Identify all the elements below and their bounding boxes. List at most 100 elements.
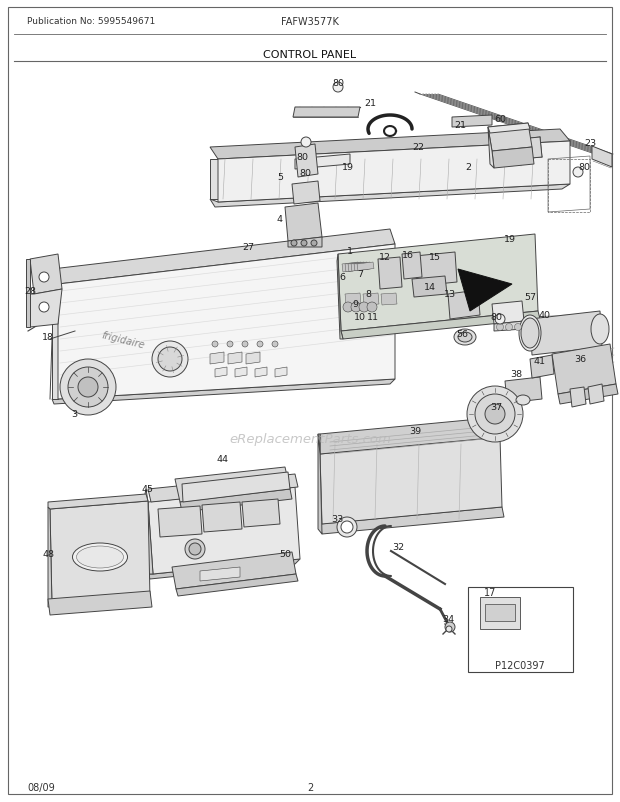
Text: 56: 56 [456, 330, 468, 339]
Polygon shape [210, 184, 570, 208]
Polygon shape [348, 263, 365, 272]
Text: 80: 80 [299, 168, 311, 177]
Circle shape [445, 622, 455, 632]
Circle shape [152, 342, 188, 378]
Text: 36: 36 [574, 355, 586, 364]
Polygon shape [320, 508, 504, 534]
Bar [548, 160, 590, 213]
Text: 16: 16 [402, 251, 414, 260]
Text: 37: 37 [490, 403, 502, 412]
Text: 80: 80 [332, 79, 344, 87]
Polygon shape [458, 269, 512, 312]
Polygon shape [488, 124, 532, 152]
Polygon shape [175, 468, 290, 502]
Circle shape [39, 273, 49, 282]
Text: 13: 13 [444, 290, 456, 299]
Polygon shape [402, 253, 422, 280]
Polygon shape [341, 312, 540, 339]
Text: 9: 9 [352, 300, 358, 309]
Text: 80: 80 [578, 164, 590, 172]
Polygon shape [530, 312, 602, 355]
Circle shape [60, 359, 116, 415]
Polygon shape [363, 294, 379, 306]
Text: 8: 8 [365, 290, 371, 299]
Polygon shape [26, 260, 30, 327]
Polygon shape [52, 285, 58, 399]
Text: 11: 11 [367, 313, 379, 322]
Polygon shape [148, 559, 300, 579]
Polygon shape [148, 475, 298, 502]
Polygon shape [48, 591, 152, 615]
Polygon shape [415, 253, 457, 286]
Polygon shape [210, 130, 570, 160]
Circle shape [68, 367, 108, 407]
Polygon shape [378, 257, 402, 290]
Text: 23: 23 [584, 138, 596, 148]
Circle shape [524, 146, 532, 154]
Polygon shape [172, 553, 296, 589]
Text: 80: 80 [296, 153, 308, 162]
Circle shape [446, 626, 452, 632]
Circle shape [367, 302, 377, 313]
Polygon shape [492, 148, 534, 168]
Text: 27: 27 [242, 243, 254, 252]
Ellipse shape [521, 318, 539, 349]
Circle shape [333, 83, 343, 93]
Polygon shape [48, 494, 148, 509]
Polygon shape [58, 245, 395, 399]
Circle shape [485, 404, 505, 424]
Polygon shape [158, 506, 202, 537]
Polygon shape [345, 294, 361, 306]
Polygon shape [588, 384, 604, 404]
Polygon shape [320, 418, 502, 455]
Polygon shape [345, 263, 362, 273]
Polygon shape [50, 501, 150, 607]
Polygon shape [255, 367, 267, 378]
Text: 28: 28 [24, 287, 36, 296]
Circle shape [508, 148, 516, 156]
Circle shape [301, 241, 307, 247]
Polygon shape [202, 502, 242, 533]
Polygon shape [180, 489, 292, 512]
Polygon shape [218, 142, 570, 203]
Polygon shape [30, 290, 62, 327]
Polygon shape [235, 367, 247, 378]
Text: 22: 22 [412, 144, 424, 152]
Polygon shape [337, 255, 343, 339]
Text: 40: 40 [539, 311, 551, 320]
Polygon shape [492, 302, 524, 325]
Text: 44: 44 [217, 455, 229, 464]
Polygon shape [176, 574, 298, 596]
Polygon shape [452, 115, 492, 128]
Text: 48: 48 [42, 550, 54, 559]
Circle shape [185, 539, 205, 559]
Circle shape [475, 395, 515, 435]
Circle shape [301, 138, 311, 148]
Text: 21: 21 [454, 120, 466, 129]
Polygon shape [488, 128, 494, 168]
Polygon shape [275, 367, 287, 378]
Polygon shape [351, 263, 368, 272]
Polygon shape [357, 263, 374, 271]
Circle shape [359, 302, 369, 313]
Text: 21: 21 [364, 99, 376, 107]
Circle shape [495, 314, 505, 325]
Polygon shape [318, 435, 322, 534]
Polygon shape [210, 160, 218, 200]
Polygon shape [558, 384, 618, 404]
Ellipse shape [516, 395, 530, 406]
Ellipse shape [73, 543, 128, 571]
Polygon shape [318, 435, 320, 455]
Polygon shape [242, 500, 280, 528]
Text: 57: 57 [524, 294, 536, 302]
Text: 1: 1 [347, 247, 353, 256]
Polygon shape [320, 437, 502, 525]
Circle shape [515, 324, 521, 331]
Text: 6: 6 [339, 273, 345, 282]
Polygon shape [592, 147, 612, 168]
Text: 41: 41 [534, 357, 546, 366]
Circle shape [212, 342, 218, 347]
Circle shape [311, 241, 317, 247]
Polygon shape [293, 107, 360, 118]
Polygon shape [354, 263, 371, 271]
